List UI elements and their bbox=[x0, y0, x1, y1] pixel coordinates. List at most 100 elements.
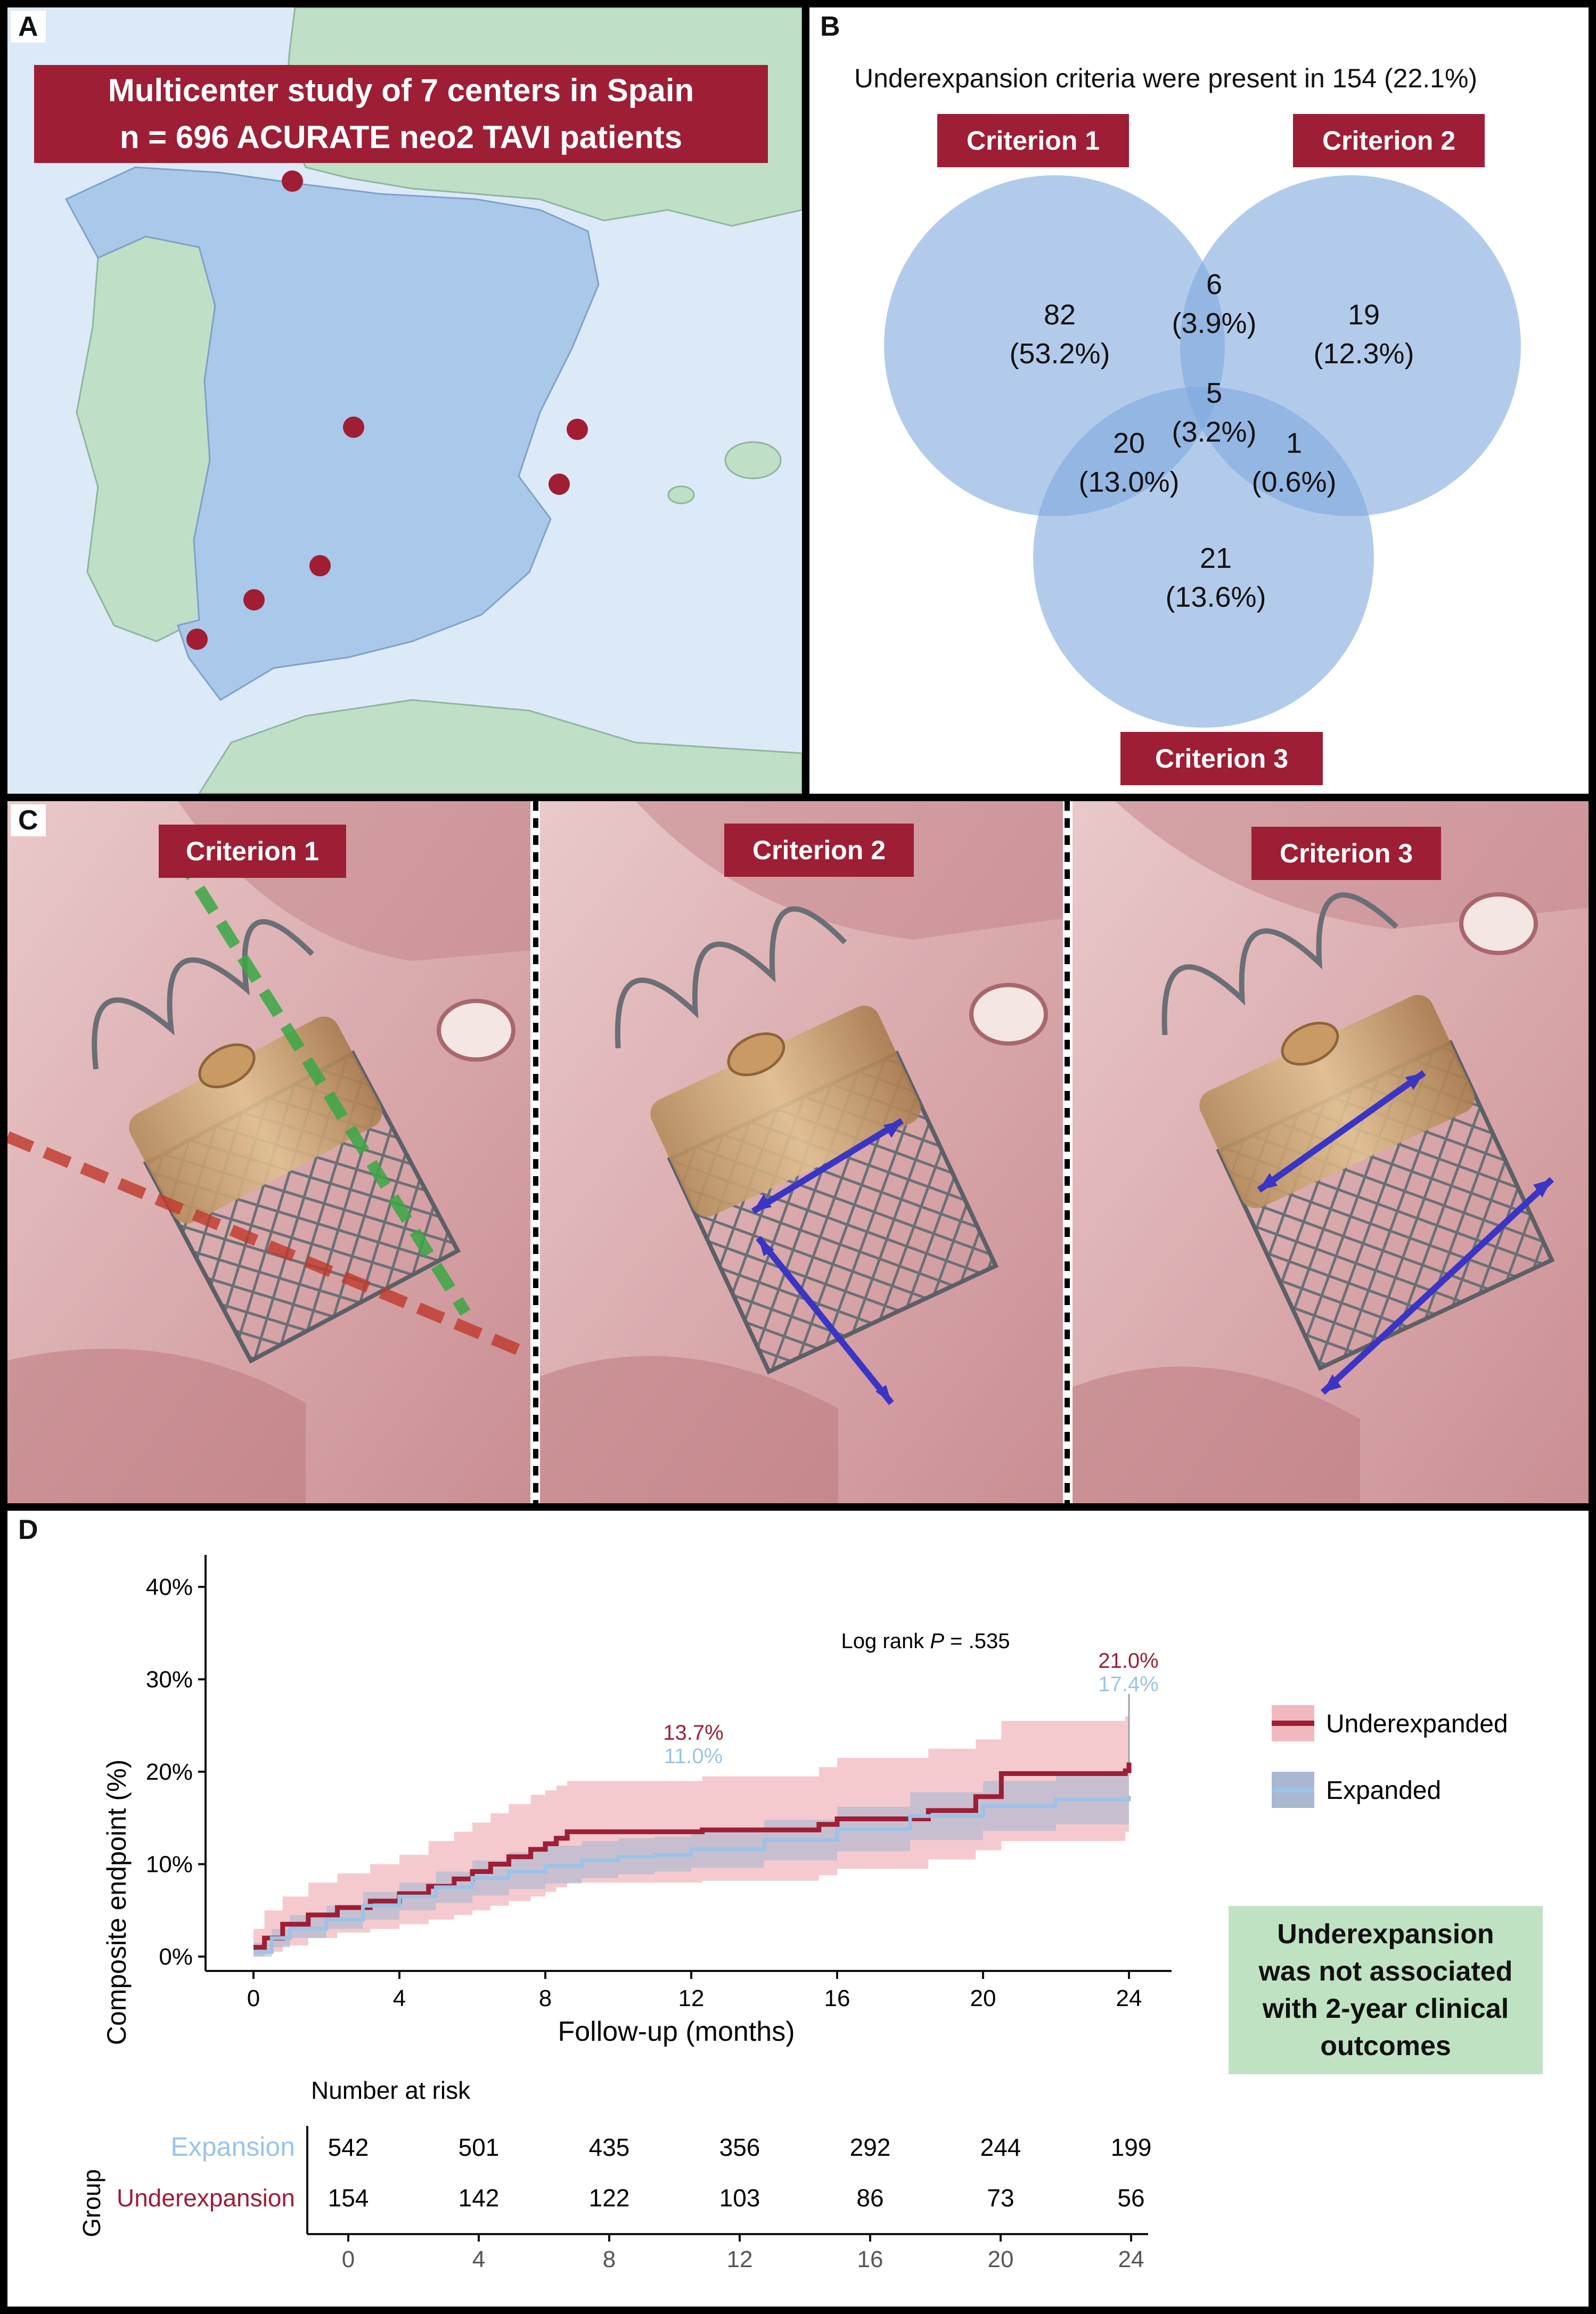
conclusion-box: Underexpansion was not associated with 2… bbox=[1229, 1906, 1543, 2074]
risk-cell: 501 bbox=[459, 2133, 500, 2161]
venn-r13-pct: (13.0%) bbox=[1078, 466, 1179, 498]
risk-cell: 292 bbox=[850, 2133, 891, 2161]
risk-cell: 56 bbox=[1117, 2184, 1144, 2212]
x-tick-label: 8 bbox=[539, 1985, 552, 2011]
venn-r23-pct: (0.6%) bbox=[1251, 466, 1336, 498]
panel-a-map: A Multicenter study of 7 centers in Spai… bbox=[0, 0, 809, 801]
risk-row-label-expansion: Expansion bbox=[171, 2132, 296, 2162]
risk-cell: 154 bbox=[328, 2184, 369, 2212]
series-line-underexpanded bbox=[253, 1762, 1132, 1950]
venn-only2-pct: (12.3%) bbox=[1313, 338, 1414, 370]
risk-x-tick-label: 20 bbox=[988, 2246, 1014, 2272]
risk-x-tick-label: 8 bbox=[603, 2246, 616, 2272]
venn-only2-n: 19 bbox=[1348, 299, 1380, 331]
africa-land bbox=[198, 699, 802, 794]
x-tick-label: 20 bbox=[970, 1985, 996, 2011]
criterion-3-label: Criterion 3 bbox=[1120, 732, 1323, 785]
annotation-24m-under: 21.0% bbox=[1098, 1649, 1158, 1673]
center-marker bbox=[243, 589, 265, 610]
series-line-expanded bbox=[253, 1796, 1131, 1954]
center-marker bbox=[186, 629, 208, 650]
y-tick-label: 20% bbox=[146, 1759, 193, 1785]
criterion-2-label: Criterion 2 bbox=[724, 824, 914, 877]
risk-cell: 86 bbox=[856, 2184, 883, 2212]
annotation-12m-exp: 11.0% bbox=[664, 1745, 723, 1768]
legend: Underexpanded Expanded bbox=[1272, 1705, 1508, 1808]
center-marker bbox=[567, 419, 588, 440]
risk-cell: 435 bbox=[589, 2133, 630, 2161]
illustration-criterion-1 bbox=[7, 801, 530, 1503]
venn-r23-n: 1 bbox=[1286, 427, 1302, 459]
venn-only1-n: 82 bbox=[1044, 299, 1076, 331]
panel-d-km-chart: D 0 4 8 12 16 20 24 0% 10% 20% 30% 40% Composite en… bbox=[0, 1503, 1596, 2314]
venn-r12-n: 6 bbox=[1206, 268, 1222, 300]
conclusion-line: was not associated bbox=[1258, 1956, 1513, 1987]
risk-cell: 244 bbox=[980, 2133, 1021, 2161]
panel-letter: C bbox=[11, 804, 46, 836]
venn-diagram: 82 (53.2%) 19 (12.3%) 6 (3.9%) 5 (3.2%) … bbox=[884, 175, 1521, 728]
venn-r13-n: 20 bbox=[1113, 427, 1145, 459]
center-marker bbox=[282, 170, 303, 192]
conclusion-line: with 2-year clinical bbox=[1262, 1993, 1509, 2024]
logrank-text: Log rank P = .535 bbox=[841, 1629, 1010, 1653]
study-title-line2: n = 696 ACURATE neo2 TAVI patients bbox=[119, 119, 683, 155]
criterion-1-label: Criterion 1 bbox=[159, 825, 346, 878]
panel-letter: A bbox=[11, 11, 46, 43]
risk-x-tick-label: 24 bbox=[1118, 2246, 1144, 2272]
portugal-land bbox=[76, 235, 216, 642]
spain-land bbox=[64, 166, 600, 701]
study-title-line1: Multicenter study of 7 centers in Spain bbox=[108, 72, 694, 108]
balearic-island bbox=[724, 441, 782, 479]
center-marker bbox=[309, 555, 331, 576]
risk-cell: 542 bbox=[328, 2133, 369, 2161]
risk-x-tick-label: 0 bbox=[342, 2246, 355, 2272]
risk-cell: 73 bbox=[987, 2184, 1014, 2212]
y-axis-label: Composite endpoint (%) bbox=[102, 1759, 132, 2045]
risk-cell: 142 bbox=[459, 2184, 500, 2212]
criterion-2-label: Criterion 2 bbox=[1293, 114, 1485, 167]
annotation-24m-exp: 17.4% bbox=[1098, 1673, 1158, 1696]
panel-b-venn: B Underexpansion criteria were present i… bbox=[802, 0, 1596, 801]
risk-table: Number at risk Group Expansion Underexpa… bbox=[78, 2076, 1151, 2272]
panel-letter: B bbox=[813, 11, 848, 43]
criterion-1-label: Criterion 1 bbox=[937, 114, 1129, 167]
center-marker bbox=[343, 417, 364, 438]
center-marker bbox=[549, 474, 570, 495]
venn-r12-pct: (3.9%) bbox=[1172, 307, 1256, 339]
venn-only3-n: 21 bbox=[1200, 542, 1232, 574]
legend-label-under: Underexpanded bbox=[1326, 1710, 1508, 1738]
conclusion-line: Underexpansion bbox=[1277, 1919, 1494, 1950]
risk-x-tick-label: 4 bbox=[472, 2246, 485, 2272]
survival-lines bbox=[253, 1762, 1132, 1954]
conclusion-line: outcomes bbox=[1320, 2031, 1451, 2062]
balearic-island-small bbox=[667, 485, 695, 504]
x-tick-label: 24 bbox=[1116, 1985, 1142, 2011]
risk-cell: 122 bbox=[589, 2184, 630, 2212]
x-tick-label: 12 bbox=[678, 1985, 705, 2011]
y-tick-label: 10% bbox=[146, 1852, 193, 1878]
x-axis-label: Follow-up (months) bbox=[558, 2016, 795, 2047]
x-tick-label: 0 bbox=[247, 1985, 260, 2011]
annotation-12m-under: 13.7% bbox=[663, 1721, 723, 1745]
venn-only3-pct: (13.6%) bbox=[1165, 581, 1266, 613]
venn-circle-criterion-3 bbox=[1033, 387, 1374, 728]
y-tick-label: 40% bbox=[146, 1574, 193, 1600]
valve-illustrations bbox=[7, 801, 1589, 1503]
risk-cell: 103 bbox=[719, 2184, 760, 2212]
venn-headline: Underexpansion criteria were present in … bbox=[854, 63, 1478, 93]
km-chart: 0 4 8 12 16 20 24 0% 10% 20% 30% 40% Composite endp… bbox=[78, 1555, 1508, 2272]
illustration-criterion-2 bbox=[540, 801, 1063, 1503]
y-tick-label: 0% bbox=[159, 1944, 193, 1970]
legend-label-exp: Expanded bbox=[1326, 1777, 1441, 1805]
y-tick-label: 30% bbox=[146, 1667, 193, 1693]
risk-x-tick-label: 12 bbox=[727, 2246, 753, 2272]
panel-c-illustrations: C Criterion 1 Criterion 2 Criterion 3 bbox=[0, 794, 1596, 1511]
panel-letter: D bbox=[11, 1514, 46, 1546]
chart-axes: 0 4 8 12 16 20 24 0% 10% 20% 30% 40% bbox=[146, 1555, 1172, 2011]
study-title-box: Multicenter study of 7 centers in Spain … bbox=[34, 65, 768, 163]
x-tick-label: 4 bbox=[393, 1985, 406, 2011]
illustration-criterion-3 bbox=[1073, 801, 1589, 1503]
x-tick-label: 16 bbox=[824, 1985, 850, 2011]
risk-x-tick-label: 16 bbox=[857, 2246, 883, 2272]
